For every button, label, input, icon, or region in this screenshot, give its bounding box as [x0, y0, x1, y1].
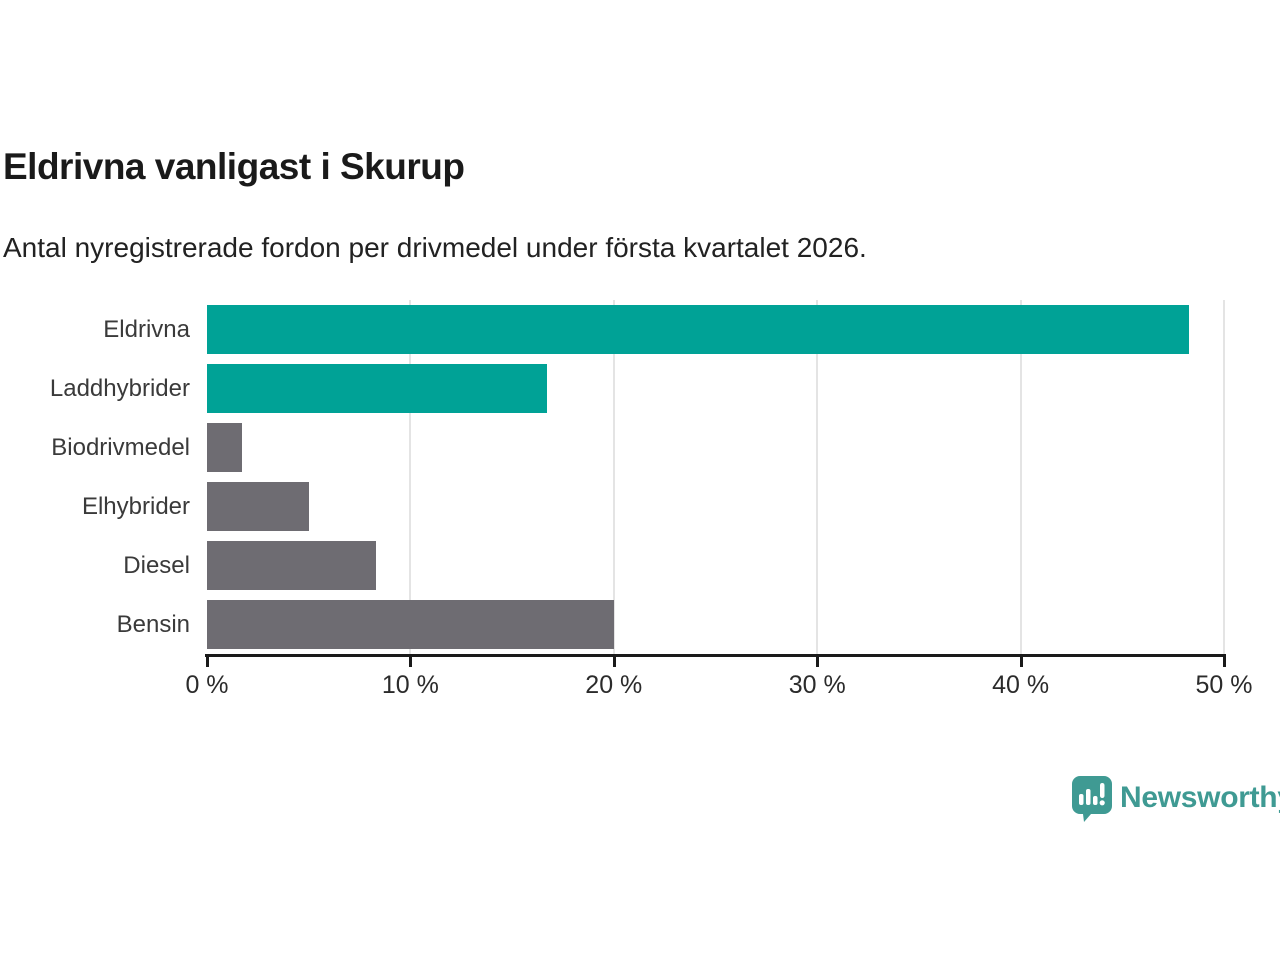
tick-mark-50 — [1223, 657, 1226, 667]
gridline-20 — [612, 300, 615, 654]
gridline-50 — [1223, 300, 1225, 654]
bar-diesel — [207, 541, 376, 590]
category-label: Eldrivna — [103, 316, 190, 343]
tick-mark-20 — [612, 657, 616, 667]
chart-title: Eldrivna vanligast i Skurup — [3, 146, 465, 187]
bar-laddhybrider — [207, 364, 547, 413]
bar-elhybrider — [207, 482, 309, 531]
category-label: Biodrivmedel — [51, 434, 190, 461]
tick-label-50: 50 % — [1195, 671, 1253, 699]
tick-mark-30 — [816, 657, 820, 667]
y-axis-labels: Eldrivna Laddhybrider Biodrivmedel Elhybrid… — [0, 300, 190, 654]
newsworthy-logo[interactable]: Newsworthy — [1070, 774, 1280, 822]
tick-label-0: 0 % — [185, 671, 229, 699]
category-label: Bensin — [116, 611, 190, 638]
x-axis-line — [205, 654, 1226, 657]
x-axis-ticks: 0 % 10 % 20 % 30 % 40 % 50 % — [185, 657, 1252, 707]
category-label: Laddhybrider — [49, 375, 190, 402]
newsworthy-speech-bubble-chart-icon — [1070, 774, 1112, 822]
bar-bensin — [207, 600, 614, 649]
category-label: Elhybrider — [81, 493, 190, 520]
category-label: Diesel — [123, 552, 190, 579]
plot-area — [207, 300, 1225, 654]
bar-biodrivmedel — [207, 423, 242, 472]
gridline-30 — [816, 300, 819, 654]
bar-eldrivna — [207, 305, 1190, 354]
tick-label-30: 30 % — [788, 671, 846, 699]
gridline-40 — [1019, 300, 1022, 654]
newsworthy-wordmark: Newsworthy — [1120, 781, 1280, 814]
gridline-10 — [409, 300, 412, 654]
tick-label-40: 40 % — [992, 671, 1050, 699]
tick-label-20: 20 % — [585, 671, 643, 699]
chart-subtitle: Antal nyregistrerade fordon per drivmede… — [3, 232, 867, 263]
tick-mark-10 — [409, 657, 413, 667]
tick-label-10: 10 % — [381, 671, 439, 699]
tick-mark-0 — [206, 657, 209, 667]
tick-mark-40 — [1019, 657, 1023, 667]
